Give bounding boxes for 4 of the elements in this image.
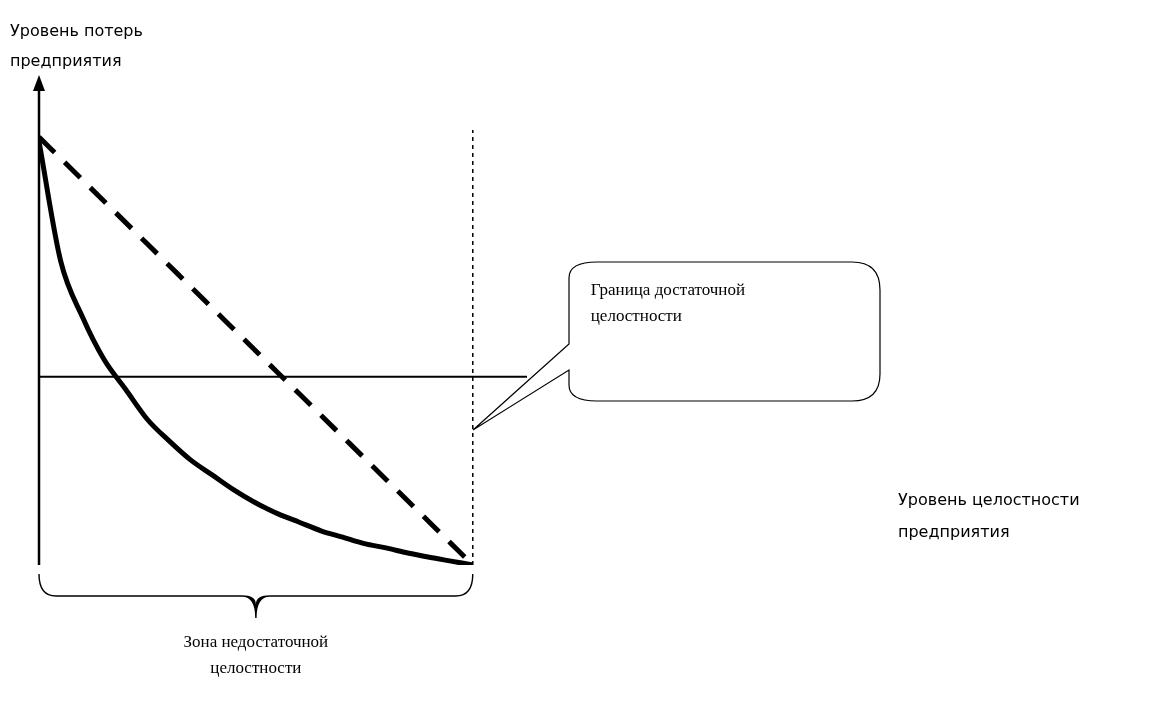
text: Уровень целостности предприятия [898, 489, 1081, 543]
y-axis-title: Уровень потерь предприятия [10, 20, 144, 72]
text: Граница достаточной целостности [590, 279, 747, 328]
text: Зона недостаточной целостности [182, 631, 330, 679]
